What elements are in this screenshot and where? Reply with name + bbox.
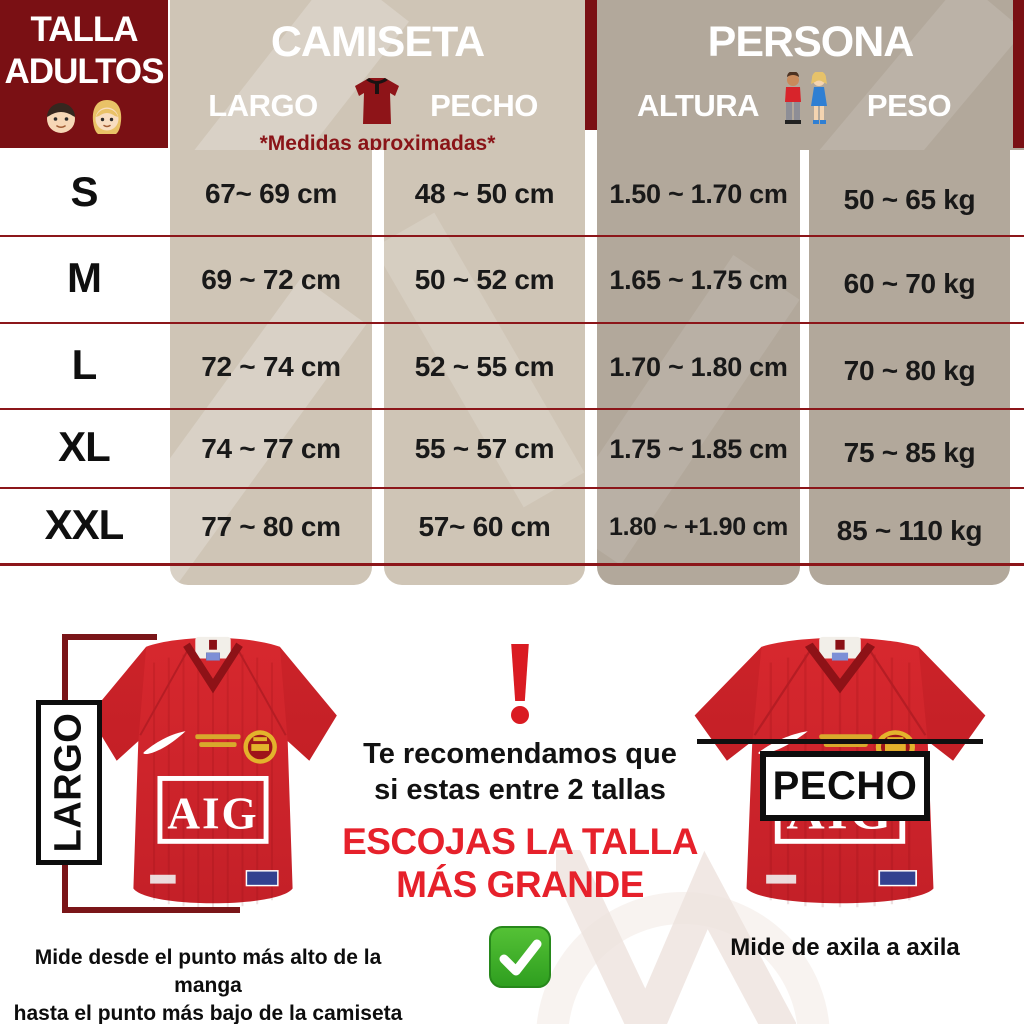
pecho-value: 48 ~ 50 cm	[414, 178, 555, 209]
check-mark-icon	[489, 926, 551, 988]
peso-value: 50 ~ 65 kg	[843, 184, 976, 215]
height-emoji-group	[782, 72, 830, 128]
pecho-label-text: PECHO	[772, 763, 918, 808]
section-divider-bar	[585, 0, 597, 130]
altura-column-strip	[597, 150, 800, 585]
peso-value: 70 ~ 80 kg	[843, 355, 976, 386]
largo-bracket-top	[62, 634, 157, 640]
largo-column-strip	[170, 150, 372, 585]
largo-value: 77 ~ 80 cm	[201, 511, 341, 542]
peso-column-strip	[809, 150, 1010, 585]
largo-bracket-bottom	[62, 907, 240, 913]
pecho-value: 52 ~ 55 cm	[414, 351, 555, 382]
woman-emoji-icon	[92, 100, 122, 134]
recommendation-text: Te recomendamos que si estas entre 2 tal…	[320, 736, 720, 808]
row-divider	[0, 408, 1024, 410]
polo-shirt-icon	[355, 78, 399, 124]
altura-value: 1.70 ~ 1.80 cm	[609, 351, 788, 382]
row-divider	[0, 322, 1024, 324]
pecho-value: 55 ~ 57 cm	[414, 433, 555, 464]
largo-value: 67~ 69 cm	[205, 178, 337, 209]
peso-column-header: PESO	[866, 88, 952, 123]
altura-value: 1.50 ~ 1.70 cm	[609, 178, 788, 209]
pecho-column-strip	[384, 150, 585, 585]
row-divider	[0, 235, 1024, 237]
largo-column-header: LARGO	[208, 88, 318, 123]
persona-title: PERSONA	[707, 18, 915, 66]
largo-caption-line2: hasta el punto más bajo de la camiseta	[13, 1002, 403, 1024]
exclamation-dot	[511, 706, 529, 724]
standing-man-icon	[785, 72, 801, 124]
pecho-column-header: PECHO	[430, 88, 538, 123]
largo-label-text: LARGO	[47, 712, 90, 853]
pecho-measure-line	[697, 739, 983, 744]
peso-value: 60 ~ 70 kg	[843, 268, 976, 299]
largo-value: 72 ~ 74 cm	[201, 351, 341, 382]
size-label: S	[70, 168, 98, 215]
peso-value: 85 ~ 110 kg	[836, 515, 983, 546]
size-label: M	[67, 254, 102, 301]
camiseta-header-card: CAMISETA LARGO PECHO *Medidas aproximada…	[170, 0, 585, 150]
recommendation-highlight: ESCOJAS LA TALLA MÁS GRANDE	[320, 820, 720, 906]
man-emoji-icon	[47, 103, 75, 133]
pecho-value: 50 ~ 52 cm	[414, 264, 555, 295]
jersey-sponsor-text: AIG	[167, 789, 258, 839]
largo-caption: Mide desde el punto más alto de la manga…	[2, 944, 414, 1024]
persona-header-card: PERSONA ALTURA PESO	[597, 0, 1024, 150]
largo-value: 69 ~ 72 cm	[201, 264, 341, 295]
size-label: L	[71, 341, 98, 388]
recommendation-line2: si estas entre 2 tallas	[374, 774, 666, 806]
pecho-value: 57~ 60 cm	[418, 511, 551, 542]
adults-emoji-group	[0, 97, 168, 137]
altura-value: 1.80 ~ +1.90 cm	[609, 512, 788, 541]
largo-value: 74 ~ 77 cm	[201, 433, 341, 464]
exclamation-icon	[511, 644, 529, 701]
altura-value: 1.75 ~ 1.85 cm	[609, 433, 788, 464]
row-divider	[0, 563, 1024, 566]
watermark-zigzag	[556, 850, 796, 1024]
recommendation-line1: Te recomendamos que	[363, 738, 677, 770]
pecho-figure-label: PECHO	[760, 751, 930, 821]
talla-adultos-box: TALLA ADULTOS	[0, 0, 168, 148]
row-divider	[0, 487, 1024, 489]
size-label: XXL	[44, 501, 125, 548]
size-label: XL	[58, 423, 111, 470]
talla-title-line2: ADULTOS	[4, 52, 165, 91]
altura-value: 1.65 ~ 1.75 cm	[609, 264, 788, 295]
largo-caption-line1: Mide desde el punto más alto de la manga	[34, 946, 382, 997]
pecho-caption: Mide de axila a axila	[730, 934, 960, 961]
camiseta-title: CAMISETA	[270, 18, 485, 66]
recommendation-big2: MÁS GRANDE	[396, 864, 644, 905]
talla-title-line1: TALLA	[30, 10, 138, 49]
recommendation-big1: ESCOJAS LA TALLA	[342, 821, 698, 862]
right-edge-bar	[1013, 0, 1024, 148]
jersey-image-left: AIG	[89, 636, 337, 908]
medidas-note: *Medidas aproximadas*	[259, 132, 496, 150]
peso-value: 75 ~ 85 kg	[843, 437, 976, 468]
altura-column-header: ALTURA	[636, 88, 760, 123]
largo-figure-label: LARGO	[36, 700, 102, 865]
standing-woman-icon	[811, 72, 827, 124]
